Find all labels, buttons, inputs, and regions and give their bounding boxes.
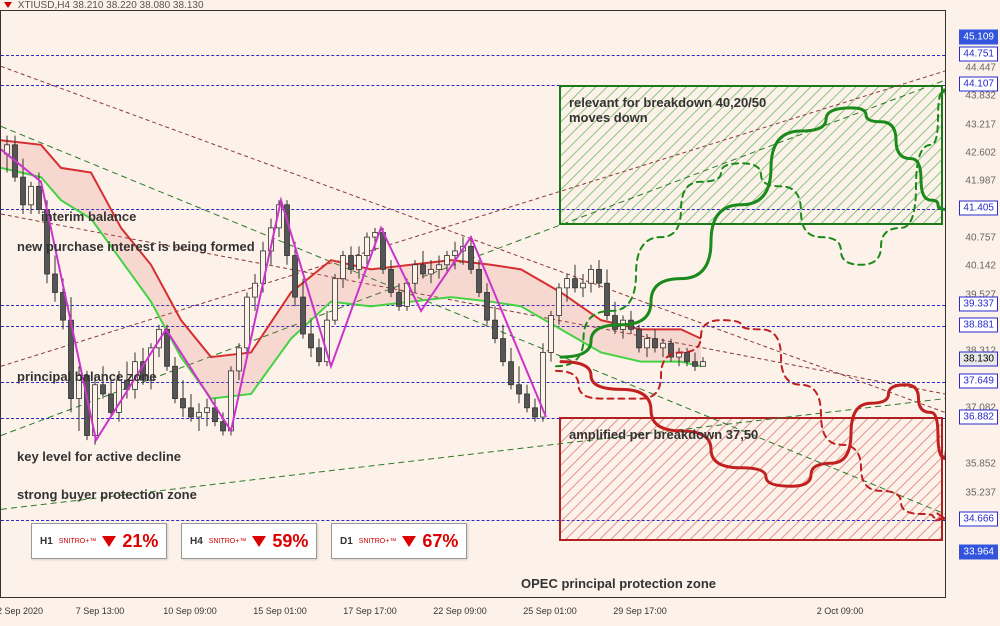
x-tick: 2 Sep 2020 — [0, 606, 43, 616]
brand-label: SNITRO+™ — [209, 538, 247, 545]
annotation-label: new purchase interest is being formed — [17, 239, 255, 254]
y-tick: 35.852 — [965, 459, 996, 470]
y-tick: 35.237 — [965, 487, 996, 498]
brand-label: SNITRO+™ — [59, 538, 97, 545]
y-price-label: 33.964 — [959, 544, 998, 559]
y-tick: 44.447 — [965, 62, 996, 73]
y-tick: 43.217 — [965, 119, 996, 130]
zone-label-up: relevant for breakdown 40,20/50moves dow… — [569, 95, 766, 125]
y-price-label: 45.109 — [959, 30, 998, 45]
x-tick: 7 Sep 13:00 — [76, 606, 125, 616]
down-arrow-icon — [252, 536, 266, 547]
x-tick: 17 Sep 17:00 — [343, 606, 397, 616]
plot-area[interactable]: interim balance new purchase interest is … — [0, 10, 946, 598]
y-price-label: 38.130 — [959, 352, 998, 367]
down-arrow-icon — [402, 536, 416, 547]
tf-label: D1 — [340, 536, 353, 547]
down-arrow-icon — [4, 2, 12, 8]
pct-value: 59% — [272, 531, 308, 552]
x-tick: 15 Sep 01:00 — [253, 606, 307, 616]
down-arrow-icon — [102, 536, 116, 547]
y-tick: 41.987 — [965, 176, 996, 187]
annotation-label: strong buyer protection zone — [17, 487, 197, 502]
annotation-label: interim balance — [41, 209, 136, 224]
x-tick: 25 Sep 01:00 — [523, 606, 577, 616]
y-price-label: 36.882 — [959, 409, 998, 424]
pct-value: 67% — [422, 531, 458, 552]
price-level-line — [1, 326, 945, 327]
y-tick: 42.602 — [965, 147, 996, 158]
y-axis: 44.447 43.832 43.217 42.602 41.987 40.757 40.1… — [945, 10, 1000, 596]
ohlc-c: 38.130 — [173, 0, 204, 11]
y-tick: 40.757 — [965, 233, 996, 244]
annotation-label: OPEC principal protection zone — [521, 576, 716, 591]
x-axis: 2 Sep 2020 7 Sep 13:00 10 Sep 09:00 15 Sep … — [0, 598, 944, 626]
y-price-label: 44.751 — [959, 46, 998, 61]
x-tick: 2 Oct 09:00 — [817, 606, 864, 616]
y-price-label: 38.881 — [959, 317, 998, 332]
annotation-label: principal balance zone — [17, 369, 156, 384]
price-level-line — [1, 55, 945, 56]
symbol: XTIUSD,H4 — [18, 0, 70, 11]
zone-label-dn: amplified per breakdown 37,50 — [569, 427, 758, 442]
x-tick: 22 Sep 09:00 — [433, 606, 487, 616]
pct-value: 21% — [122, 531, 158, 552]
indicator-box-D1[interactable]: D1 SNITRO+™ 67% — [331, 523, 467, 559]
tf-label: H4 — [190, 536, 203, 547]
price-level-line — [1, 305, 945, 306]
y-price-label: 37.649 — [959, 374, 998, 389]
y-price-label: 41.405 — [959, 201, 998, 216]
x-tick: 29 Sep 17:00 — [613, 606, 667, 616]
chart-container: XTIUSD,H4 38.210 38.220 38.080 38.130 in… — [0, 0, 1000, 626]
y-tick: 43.832 — [965, 91, 996, 102]
ohlc-h: 38.220 — [106, 0, 137, 11]
ohlc-l: 38.080 — [140, 0, 171, 11]
brand-label: SNITRO+™ — [359, 538, 397, 545]
y-price-label: 39.337 — [959, 296, 998, 311]
ohlc-o: 38.210 — [73, 0, 104, 11]
chart-title: XTIUSD,H4 38.210 38.220 38.080 38.130 — [4, 0, 204, 11]
y-price-label: 44.107 — [959, 76, 998, 91]
y-tick: 40.142 — [965, 261, 996, 272]
annotation-label: key level for active decline — [17, 449, 181, 464]
tf-label: H1 — [40, 536, 53, 547]
indicator-box-H1[interactable]: H1 SNITRO+™ 21% — [31, 523, 167, 559]
y-price-label: 34.666 — [959, 512, 998, 527]
indicator-box-H4[interactable]: H4 SNITRO+™ 59% — [181, 523, 317, 559]
x-tick: 10 Sep 09:00 — [163, 606, 217, 616]
